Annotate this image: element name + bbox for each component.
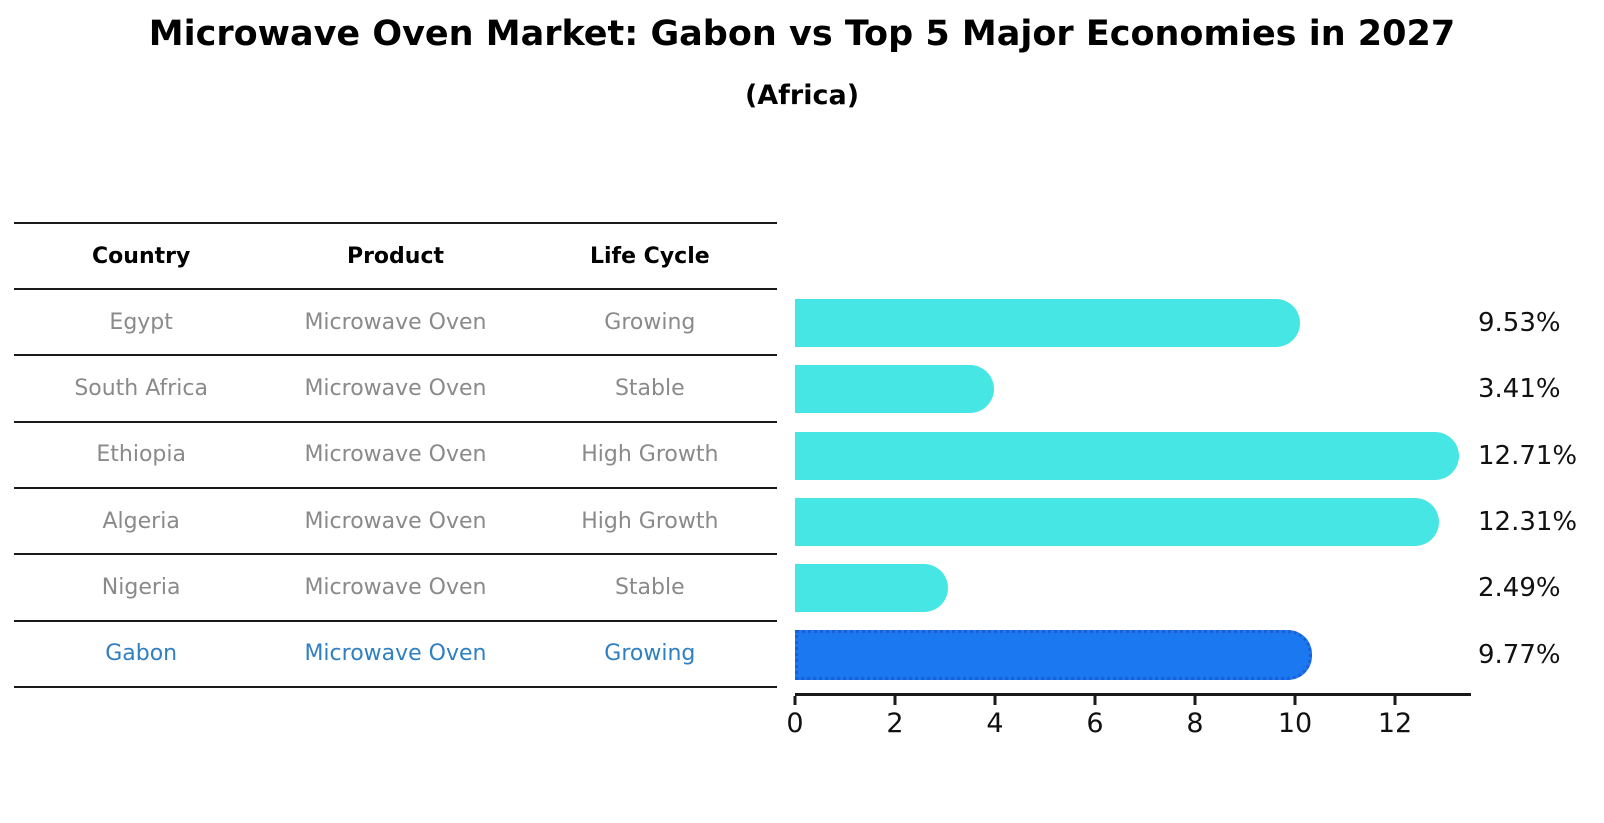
chart-subtitle: (Africa) — [744, 80, 860, 111]
chart-title: Microwave Oven Market: Gabon vs Top 5 Ma… — [148, 14, 1456, 54]
table-body: Egypt Microwave Oven Growing South Africa Mi… — [14, 290, 777, 688]
x-tick-mark — [1093, 696, 1097, 705]
country-table: Country Product Life Cycle Egypt Microwav… — [14, 222, 777, 688]
chart-row: 9.77% — [795, 622, 1561, 688]
table-cell-product: Microwave Oven — [304, 574, 487, 600]
bar-value-label: 9.53% — [1478, 308, 1561, 339]
table-cell-country: Nigeria — [101, 574, 181, 600]
x-tick-mark — [793, 696, 797, 705]
bar — [795, 299, 1300, 347]
table-row: Ethiopia Microwave Oven High Growth — [14, 423, 777, 489]
table-cell-country: Algeria — [102, 508, 180, 534]
table-header-row: Country Product Life Cycle — [14, 222, 777, 290]
table-cell-product: Microwave Oven — [304, 641, 487, 667]
table-cell-product: Microwave Oven — [304, 508, 487, 534]
table-row: Egypt Microwave Oven Growing — [14, 290, 777, 357]
bar-value-label: 9.77% — [1478, 639, 1561, 670]
table-cell-product: Microwave Oven — [304, 375, 487, 401]
table-cell-country: Gabon — [105, 641, 178, 667]
x-tick-label: 2 — [886, 708, 904, 739]
bar — [795, 564, 948, 613]
table-cell-life-cycle: Growing — [604, 641, 696, 667]
chart-row: 3.41% — [795, 356, 1561, 422]
x-tick-label: 10 — [1277, 708, 1313, 739]
chart-row: 12.71% — [795, 423, 1577, 489]
table-row: Algeria Microwave Oven High Growth — [14, 489, 777, 556]
chart-row: 2.49% — [795, 555, 1561, 621]
x-tick-label: 4 — [986, 708, 1004, 739]
bar-value-label: 12.71% — [1478, 440, 1578, 471]
x-tick-mark — [993, 696, 997, 705]
table-cell-country: Egypt — [109, 309, 173, 335]
bar — [795, 497, 1439, 546]
table-cell-life-cycle: High Growth — [581, 508, 719, 534]
x-tick-label: 6 — [1086, 708, 1104, 739]
bar — [795, 365, 994, 414]
x-tick-mark — [893, 696, 897, 705]
table-row: South Africa Microwave Oven Stable — [14, 356, 777, 423]
bar-value-label: 2.49% — [1478, 573, 1561, 604]
table-cell-life-cycle: Growing — [604, 309, 696, 335]
bar-highlighted — [795, 629, 1312, 680]
table-cell-country: Ethiopia — [96, 442, 186, 468]
table-header-product: Product — [346, 243, 445, 269]
bar-chart: 9.53% 3.41% 12.71% 12.31% 2.49% 9.77% — [795, 290, 1577, 688]
table-cell-product: Microwave Oven — [304, 309, 487, 335]
table-header-country: Country — [92, 243, 191, 269]
table-cell-product: Microwave Oven — [304, 442, 487, 468]
table-cell-country: South Africa — [74, 375, 208, 401]
x-tick-label: 8 — [1186, 708, 1204, 739]
chart-row: 9.53% — [795, 290, 1561, 356]
x-tick-mark — [1393, 696, 1397, 705]
chart-row: 12.31% — [795, 489, 1577, 555]
table-cell-life-cycle: Stable — [614, 375, 685, 401]
bar-value-label: 12.31% — [1478, 507, 1578, 538]
x-tick-mark — [1193, 696, 1197, 705]
table-row: Nigeria Microwave Oven Stable — [14, 555, 777, 622]
x-tick-label: 12 — [1377, 708, 1413, 739]
bar — [795, 431, 1459, 480]
table-cell-life-cycle: High Growth — [581, 442, 719, 468]
table-cell-life-cycle: Stable — [614, 574, 685, 600]
bar-value-label: 3.41% — [1478, 374, 1561, 405]
x-axis-line — [795, 693, 1471, 696]
table-header-life-cycle: Life Cycle — [589, 243, 710, 269]
x-tick-mark — [1293, 696, 1297, 705]
x-tick-label: 0 — [786, 708, 804, 739]
table-row: Gabon Microwave Oven Growing — [14, 622, 777, 688]
